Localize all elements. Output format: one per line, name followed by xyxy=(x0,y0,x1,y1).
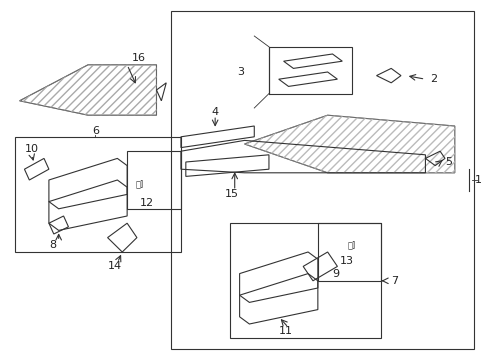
Bar xyxy=(268,47,351,94)
Bar xyxy=(15,137,181,252)
Text: 1: 1 xyxy=(473,175,480,185)
Bar xyxy=(229,223,381,338)
Text: 2: 2 xyxy=(429,74,437,84)
Text: 5: 5 xyxy=(444,157,451,167)
Text: ꟷ]: ꟷ] xyxy=(135,179,143,188)
Text: 4: 4 xyxy=(211,107,218,117)
Text: 12: 12 xyxy=(140,198,153,208)
Text: 15: 15 xyxy=(224,189,239,199)
Bar xyxy=(317,223,381,281)
Text: 8: 8 xyxy=(49,240,56,250)
Text: 11: 11 xyxy=(278,326,292,336)
Text: 14: 14 xyxy=(107,261,122,271)
Text: 10: 10 xyxy=(24,144,39,154)
Text: 3: 3 xyxy=(237,67,244,77)
Text: 16: 16 xyxy=(132,53,146,63)
Text: 7: 7 xyxy=(390,276,398,286)
Text: 9: 9 xyxy=(332,269,339,279)
Bar xyxy=(127,151,181,209)
Text: 6: 6 xyxy=(92,126,99,136)
Text: ꟷ]: ꟷ] xyxy=(347,240,355,249)
Bar xyxy=(171,11,473,349)
Text: 13: 13 xyxy=(340,256,353,266)
